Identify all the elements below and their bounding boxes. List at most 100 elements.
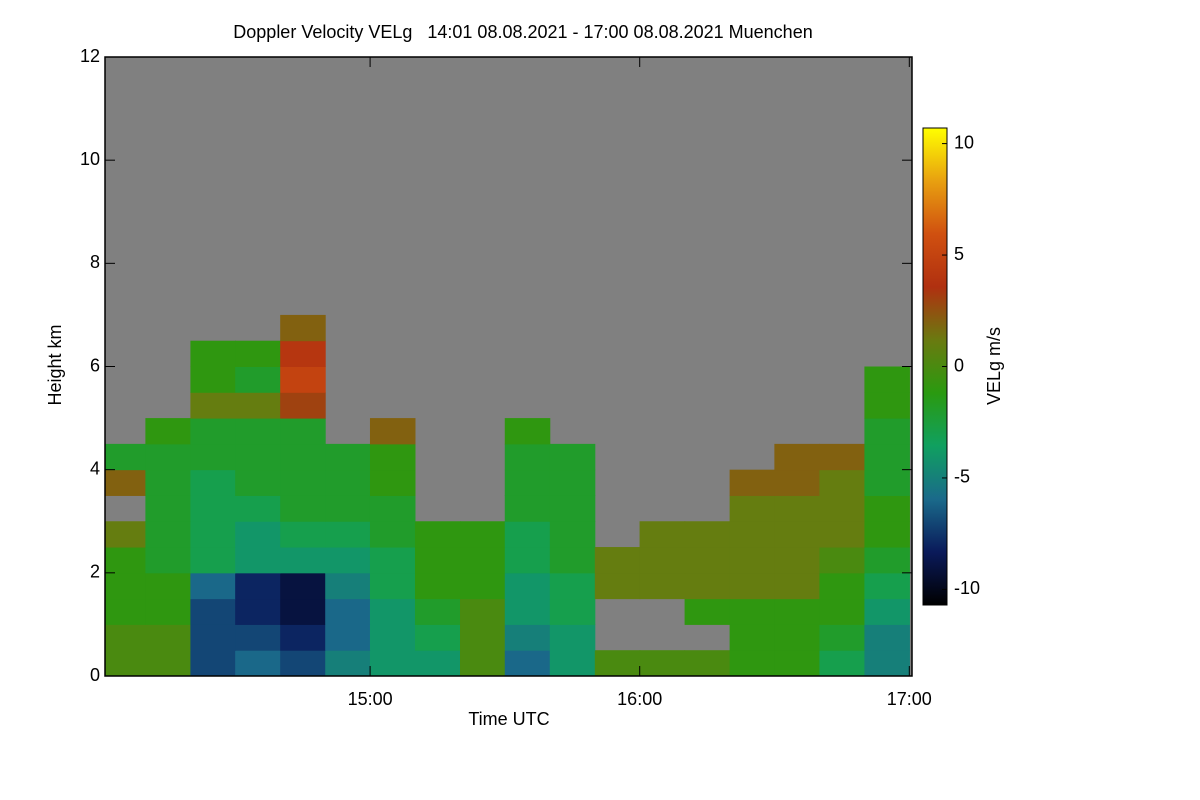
heatmap-cell — [684, 572, 731, 600]
heatmap-cell — [235, 624, 281, 651]
colorbar-tick-label: 10 — [954, 132, 974, 152]
colorbar-tick-label: 5 — [954, 244, 964, 264]
heatmap-cell — [235, 469, 281, 496]
heatmap-cell — [369, 650, 416, 677]
heatmap-cell — [460, 521, 506, 548]
heatmap-cell — [280, 650, 326, 677]
heatmap-cell — [235, 598, 281, 625]
heatmap-cell — [235, 495, 281, 522]
heatmap-cell — [369, 624, 416, 651]
heatmap-cell — [549, 598, 596, 625]
heatmap-cell — [280, 598, 326, 625]
heatmap-cell — [235, 340, 281, 367]
heatmap-cell — [280, 366, 326, 393]
heatmap-cell — [819, 547, 865, 574]
heatmap-cell — [145, 469, 191, 496]
heatmap-cell — [864, 418, 910, 445]
heatmap-cell — [864, 624, 910, 651]
heatmap-cell — [190, 521, 236, 548]
heatmap-cell — [549, 650, 596, 677]
heatmap-cell — [190, 469, 236, 496]
heatmap-cell — [190, 624, 236, 651]
heatmap-cell — [729, 624, 776, 651]
heatmap-cell — [729, 572, 776, 600]
heatmap-cell — [504, 469, 551, 496]
heatmap-cell — [504, 624, 551, 651]
heatmap-cell — [864, 366, 910, 393]
heatmap-cell — [504, 443, 551, 471]
heatmap-cell — [369, 572, 416, 600]
heatmap-cell — [145, 650, 191, 677]
heatmap-cell — [369, 547, 416, 574]
heatmap-cell — [414, 572, 461, 600]
heatmap-cell — [235, 521, 281, 548]
heatmap-cell — [414, 547, 461, 574]
heatmap-cell — [729, 547, 776, 574]
heatmap-cell — [105, 547, 146, 574]
heatmap-cell — [864, 598, 910, 625]
heatmap-cell — [549, 547, 596, 574]
heatmap-cell — [105, 572, 146, 600]
y-tick-label: 0 — [90, 665, 100, 685]
heatmap-cell — [325, 598, 371, 625]
heatmap-cell — [414, 521, 461, 548]
heatmap-cell — [105, 598, 146, 625]
heatmap-cell — [280, 495, 326, 522]
heatmap-cell — [774, 650, 820, 677]
heatmap-cell — [639, 521, 686, 548]
heatmap-cell — [369, 418, 416, 445]
heatmap-cell — [190, 650, 236, 677]
heatmap-cell — [549, 572, 596, 600]
heatmap-cell — [549, 469, 596, 496]
heatmap-cell — [369, 495, 416, 522]
heatmap-cell — [280, 521, 326, 548]
heatmap-cell — [504, 650, 551, 677]
x-tick-label: 16:00 — [617, 689, 662, 709]
heatmap-cell — [460, 598, 506, 625]
heatmap-cell — [774, 598, 820, 625]
y-tick-label: 12 — [80, 46, 100, 66]
x-axis-label: Time UTC — [468, 709, 549, 729]
heatmap-cell — [639, 572, 686, 600]
heatmap-cell — [504, 495, 551, 522]
heatmap-cell — [280, 392, 326, 419]
heatmap-cell — [864, 547, 910, 574]
heatmap-cell — [145, 572, 191, 600]
heatmap-cell — [549, 521, 596, 548]
heatmap-cell — [235, 443, 281, 471]
heatmap-cell — [190, 443, 236, 471]
heatmap-cell — [864, 572, 910, 600]
heatmap-cell — [325, 443, 371, 471]
heatmap-cell — [460, 572, 506, 600]
heatmap-cell — [819, 572, 865, 600]
heatmap-cell — [235, 572, 281, 600]
heatmap-cell — [504, 547, 551, 574]
colorbar-tick-label: -5 — [954, 467, 970, 487]
heatmap-cell — [190, 572, 236, 600]
heatmap-cell — [280, 314, 326, 342]
colorbar-tick-label: -10 — [954, 578, 980, 598]
heatmap-cell — [280, 418, 326, 445]
heatmap-cell — [190, 366, 236, 393]
heatmap-cell — [729, 521, 776, 548]
heatmap-cell — [504, 572, 551, 600]
heatmap-cell — [594, 650, 641, 677]
heatmap-cell — [504, 521, 551, 548]
heatmap-cell — [105, 469, 146, 496]
chart-title: Doppler Velocity VELg 14:01 08.08.2021 -… — [233, 22, 812, 42]
heatmap-cell — [684, 650, 731, 677]
heatmap-cell — [145, 443, 191, 471]
x-tick-label: 15:00 — [348, 689, 393, 709]
heatmap-cell — [190, 418, 236, 445]
heatmap-cell — [145, 624, 191, 651]
heatmap-cell — [819, 624, 865, 651]
heatmap-cell — [684, 598, 731, 625]
heatmap-cell — [684, 521, 731, 548]
heatmap-cell — [774, 572, 820, 600]
heatmap-cell — [414, 598, 461, 625]
heatmap-cell — [594, 572, 641, 600]
heatmap-cell — [460, 650, 506, 677]
heatmap-cell — [549, 624, 596, 651]
y-tick-label: 6 — [90, 355, 100, 375]
